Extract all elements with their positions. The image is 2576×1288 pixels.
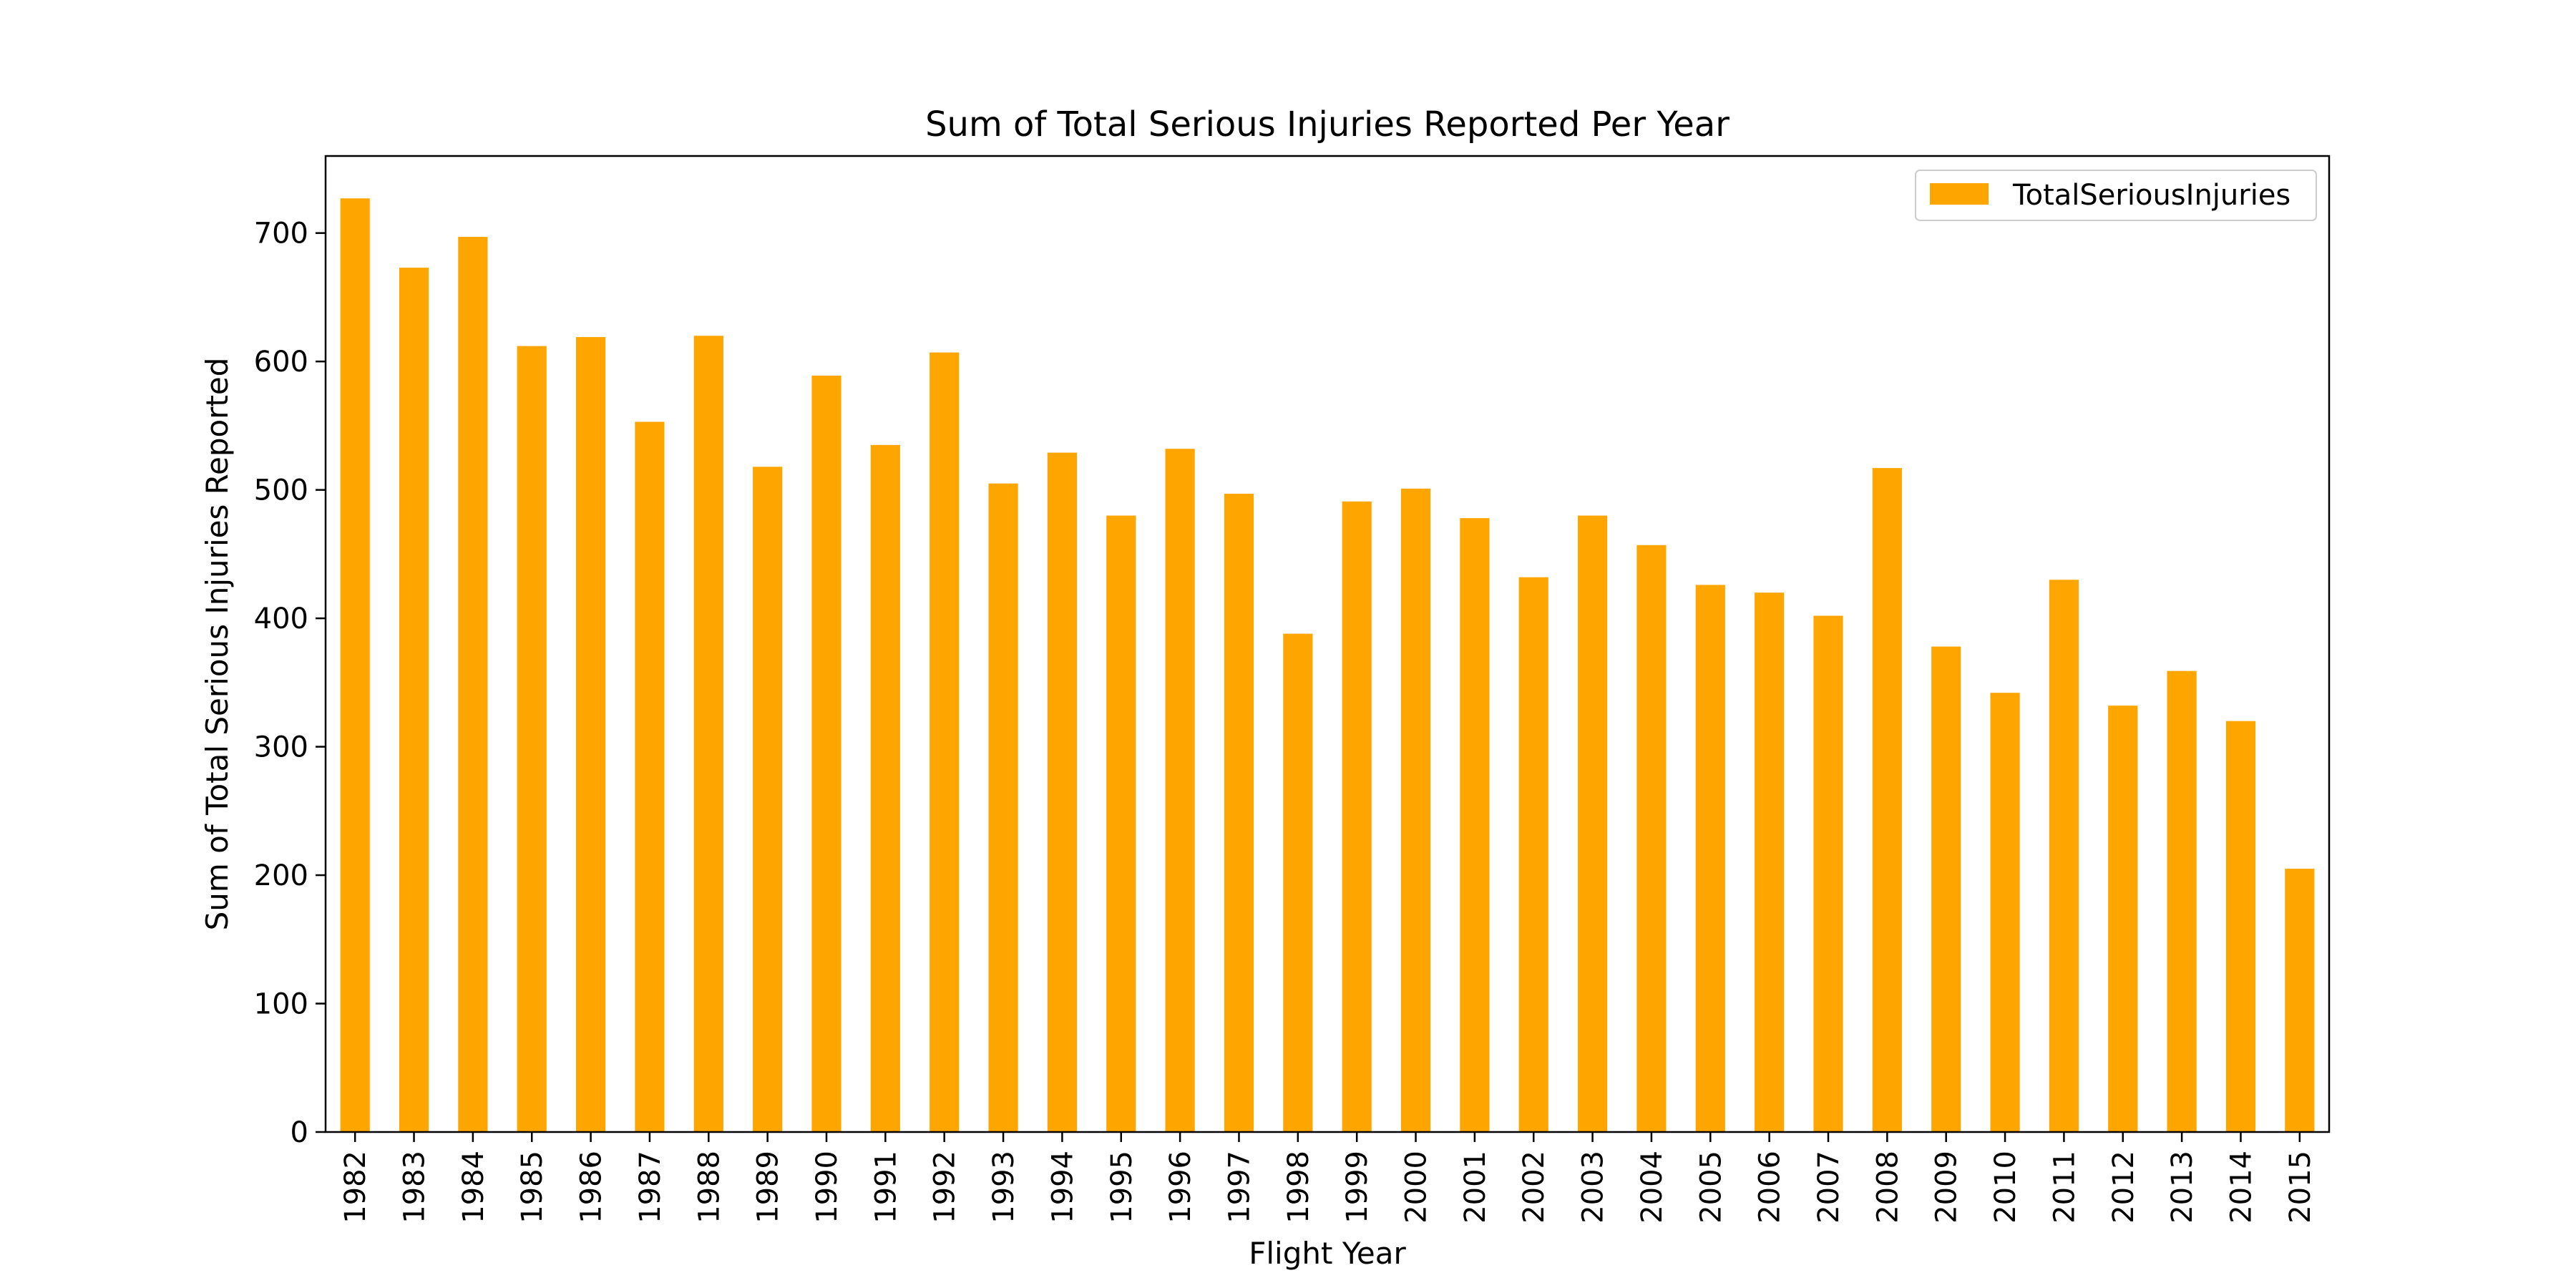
x-tick-label: 2001 <box>1459 1151 1492 1224</box>
bar-2002 <box>1518 577 1548 1132</box>
bar-2013 <box>2167 670 2197 1132</box>
bar-2006 <box>1755 592 1785 1132</box>
x-tick-label: 2012 <box>2107 1151 2140 1224</box>
bar-2010 <box>1990 693 2020 1132</box>
x-tick-label: 1983 <box>399 1151 431 1224</box>
bar-1999 <box>1342 501 1372 1132</box>
x-tick-label: 1998 <box>1282 1151 1315 1224</box>
x-tick-label: 2013 <box>2166 1151 2199 1224</box>
x-axis-ticks: 1982 1983 1984 1985 1986 1987 1988 1989 1990 1991… <box>339 1132 2317 1224</box>
x-axis-label: Flight Year <box>1249 1236 1406 1271</box>
legend-box <box>1915 170 2317 221</box>
x-tick-label: 1999 <box>1341 1151 1374 1224</box>
y-tick-label: 600 <box>254 346 308 379</box>
bar-1995 <box>1106 515 1136 1132</box>
x-tick-label: 2015 <box>2284 1151 2317 1224</box>
bar-2012 <box>2108 706 2138 1132</box>
bar-1992 <box>930 352 960 1132</box>
x-tick-label: 1987 <box>634 1151 667 1224</box>
x-tick-label: 2004 <box>1636 1151 1669 1224</box>
bar-2000 <box>1400 488 1431 1132</box>
bar-1993 <box>988 483 1018 1132</box>
x-tick-label: 1986 <box>575 1151 608 1224</box>
x-tick-label: 2003 <box>1577 1151 1610 1224</box>
bar-1991 <box>870 444 900 1132</box>
bar-2007 <box>1813 615 1843 1132</box>
bar-2001 <box>1460 518 1490 1132</box>
x-tick-label: 1990 <box>811 1151 844 1224</box>
bar-1990 <box>811 375 841 1132</box>
x-tick-label: 2005 <box>1694 1151 1727 1224</box>
x-tick-label: 2014 <box>2225 1151 2258 1224</box>
x-tick-label: 2002 <box>1518 1151 1551 1224</box>
y-tick-label: 500 <box>254 474 308 507</box>
x-tick-label: 2000 <box>1400 1151 1433 1224</box>
x-tick-label: 1994 <box>1046 1151 1079 1224</box>
bar-1994 <box>1047 452 1077 1132</box>
bar-2015 <box>2285 869 2315 1132</box>
bar-2011 <box>2049 580 2079 1132</box>
bar-1982 <box>340 198 370 1132</box>
x-tick-label: 1992 <box>929 1151 962 1224</box>
y-tick-label: 300 <box>254 731 308 764</box>
legend-swatch <box>1930 183 1989 205</box>
bar-1988 <box>693 336 723 1132</box>
y-axis-ticks: 0 100 200 300 400 500 600 700 <box>254 218 326 1149</box>
x-tick-label: 1982 <box>339 1151 372 1224</box>
x-tick-label: 2009 <box>1931 1151 1963 1224</box>
plot-frame <box>324 155 2331 1133</box>
x-tick-label: 1985 <box>516 1151 549 1224</box>
x-tick-label: 2010 <box>1989 1151 2022 1224</box>
x-tick-label: 1984 <box>457 1151 490 1224</box>
x-tick-label: 1991 <box>869 1151 902 1224</box>
bar-1987 <box>635 421 665 1132</box>
bar-2009 <box>1931 646 1961 1132</box>
x-tick-label: 1996 <box>1164 1151 1197 1224</box>
bar-1986 <box>576 337 606 1133</box>
x-tick-label: 1989 <box>752 1151 785 1224</box>
y-tick-label: 100 <box>254 988 308 1021</box>
bar-1989 <box>753 467 783 1132</box>
x-tick-label: 2011 <box>2048 1151 2081 1224</box>
x-tick-label: 2008 <box>1871 1151 1904 1224</box>
x-tick-label: 1995 <box>1106 1151 1138 1224</box>
y-tick-label: 200 <box>254 859 308 892</box>
bar-1985 <box>517 346 547 1132</box>
x-tick-label: 1997 <box>1223 1151 1256 1224</box>
bar-1997 <box>1224 494 1254 1132</box>
bar-1984 <box>458 237 488 1133</box>
y-tick-label: 400 <box>254 602 308 635</box>
bars-group <box>340 198 2315 1133</box>
x-tick-label: 2006 <box>1754 1151 1787 1224</box>
bar-2004 <box>1636 545 1667 1132</box>
bar-1983 <box>399 268 429 1133</box>
bar-1996 <box>1165 449 1195 1132</box>
bar-2005 <box>1695 585 1725 1132</box>
bar-2008 <box>1872 468 1902 1132</box>
x-tick-label: 1993 <box>987 1151 1020 1224</box>
bar-2014 <box>2225 721 2256 1132</box>
y-tick-label: 0 <box>291 1116 308 1149</box>
x-tick-label: 1988 <box>693 1151 726 1224</box>
bar-1998 <box>1283 633 1313 1132</box>
y-axis-label: Sum of Total Serious Injuries Reported <box>200 358 235 931</box>
legend: TotalSeriousInjuries <box>1915 170 2317 221</box>
x-tick-label: 2007 <box>1813 1151 1845 1224</box>
bar-2003 <box>1578 515 1608 1132</box>
legend-label: TotalSeriousInjuries <box>2012 179 2290 212</box>
y-tick-label: 700 <box>254 218 308 250</box>
chart-title: Sum of Total Serious Injuries Reported P… <box>925 104 1729 145</box>
